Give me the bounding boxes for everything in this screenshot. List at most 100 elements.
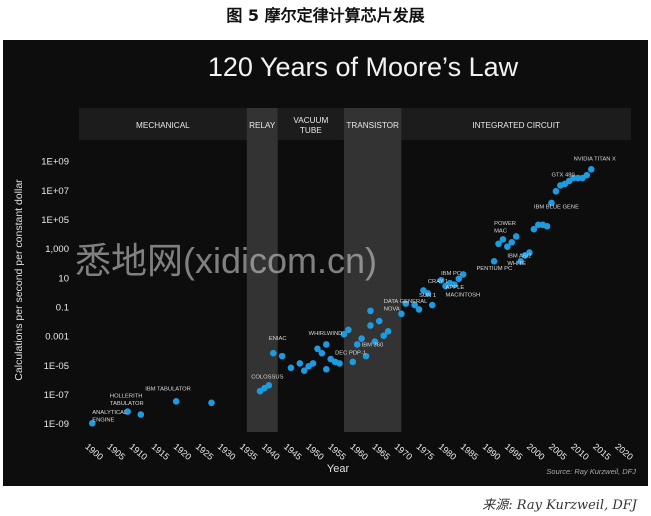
data-point [371,338,379,345]
point-annotation: CRAY 1 [428,279,448,285]
point-annotation: SUN 1 [419,293,436,299]
moores-law-chart: 120 Years of Moore’s Law MECHANICAL RELAY… [13,52,636,476]
chart-panel: 120 Years of Moore’s Law MECHANICAL RELAY… [3,40,648,486]
y-axis-ticks: 1E+09 1E+07 1E+05 1,000 10 0.1 0.001 1E-05 1E-07… [41,157,69,431]
point-annotation: TABULATOR [110,401,144,407]
y-tick-label: 1E+05 [41,215,69,226]
data-point [495,240,502,248]
point-annotation: NOVA [384,306,400,312]
data-point [345,326,352,334]
data-point [287,364,295,372]
data-point [270,349,277,357]
data-point [124,408,131,415]
point-annotation: APPLE [446,285,465,291]
x-tick-label: 1935 [238,441,260,462]
data-point [512,233,520,240]
x-tick-label: 1980 [437,441,459,462]
era-band-1 [246,108,278,432]
era-header-2 [277,108,344,140]
era-bands [79,108,631,432]
x-tick-label: 1910 [127,441,149,462]
data-point [314,345,321,353]
x-tick-label: 1990 [481,441,503,462]
x-tick-label: 1965 [370,441,392,462]
y-axis-label: Calculations per second per constant dol… [13,179,25,381]
era-label-2: TUBE [300,126,322,135]
x-tick-label: 1940 [260,441,282,462]
point-annotation: NVIDIA TITAN X [574,157,616,163]
x-tick-label: 1975 [414,441,436,462]
data-point [300,367,308,375]
data-point [358,335,365,342]
data-point [278,352,286,360]
data-point [322,365,330,373]
x-tick-label: 1960 [348,441,370,462]
era-band-3 [343,108,402,432]
point-annotation: POWER [494,221,516,227]
x-axis-label: Year [327,463,350,475]
x-tick-label: 1985 [459,441,481,462]
x-tick-label: 1950 [304,441,326,462]
x-tick-label: 1930 [216,441,238,462]
x-tick-label: 2000 [525,441,547,462]
data-point [583,171,591,179]
data-point [336,360,343,367]
era-header-1 [246,108,278,140]
data-point [490,257,498,265]
data-point [172,398,180,405]
point-annotation: ENGINE [92,417,114,423]
point-annotation: HOLLERITH [110,394,143,400]
point-annotation: IBM PC [441,271,461,277]
data-points [88,166,595,427]
point-annotation: IBM AS/2 [507,254,531,260]
data-point [208,399,215,407]
data-point [375,317,383,325]
y-tick-label: 1E-05 [44,361,69,372]
data-point [362,352,370,360]
x-tick-label: 1900 [83,441,105,462]
point-annotation: IBM 360 [362,343,384,349]
x-axis-ticks: 1900 1905 1910 1915 1920 1925 1930 1935 1940 1945… [83,441,635,462]
x-tick-label: 1905 [105,441,127,462]
data-point [543,222,551,230]
data-point [499,236,507,243]
point-annotation: PENTIUM PC [476,266,512,272]
x-tick-label: 1925 [194,441,216,462]
data-point [504,243,511,250]
point-annotation: WHITE [507,261,526,267]
point-annotation: WHIRLWIND [309,331,343,337]
data-point [349,358,357,366]
source-line: 来源: Ray Kurzweil, DFJ [482,498,637,513]
era-label-3: TRANSISTOR [346,121,399,130]
x-tick-label: 1995 [503,441,525,462]
data-point [296,360,304,367]
data-point [526,249,533,256]
x-tick-label: 1920 [172,441,194,462]
point-annotation: DATA GENERAL [384,299,428,305]
data-point [353,341,361,348]
point-annotation: COLOSSUS [251,375,283,381]
data-point [265,382,273,389]
data-point [322,341,330,348]
data-point [411,301,418,309]
data-point [530,225,538,233]
data-point [402,300,410,307]
data-point [137,411,145,418]
era-label-2: VACUUM [293,116,328,125]
point-annotation: DEC PDP-1 [335,351,366,357]
x-tick-label: 2020 [613,441,635,462]
point-annotation: GTX 480 [552,173,575,179]
x-tick-label: 1955 [326,441,348,462]
era-header-4 [401,108,631,140]
figure-caption: 图 5 摩尔定律计算芯片发展 [226,6,425,25]
point-annotation: MAC [494,228,507,234]
x-tick-label: 2010 [569,441,591,462]
point-annotation: ENIAC [269,336,287,342]
x-tick-label: 1945 [282,441,304,462]
x-tick-label: 1970 [392,441,414,462]
point-annotation: IBM TABULATOR [145,386,191,392]
point-annotation: IBM BLUE GENE [534,205,579,211]
era-label-1: RELAY [249,121,276,130]
data-point [552,187,560,195]
